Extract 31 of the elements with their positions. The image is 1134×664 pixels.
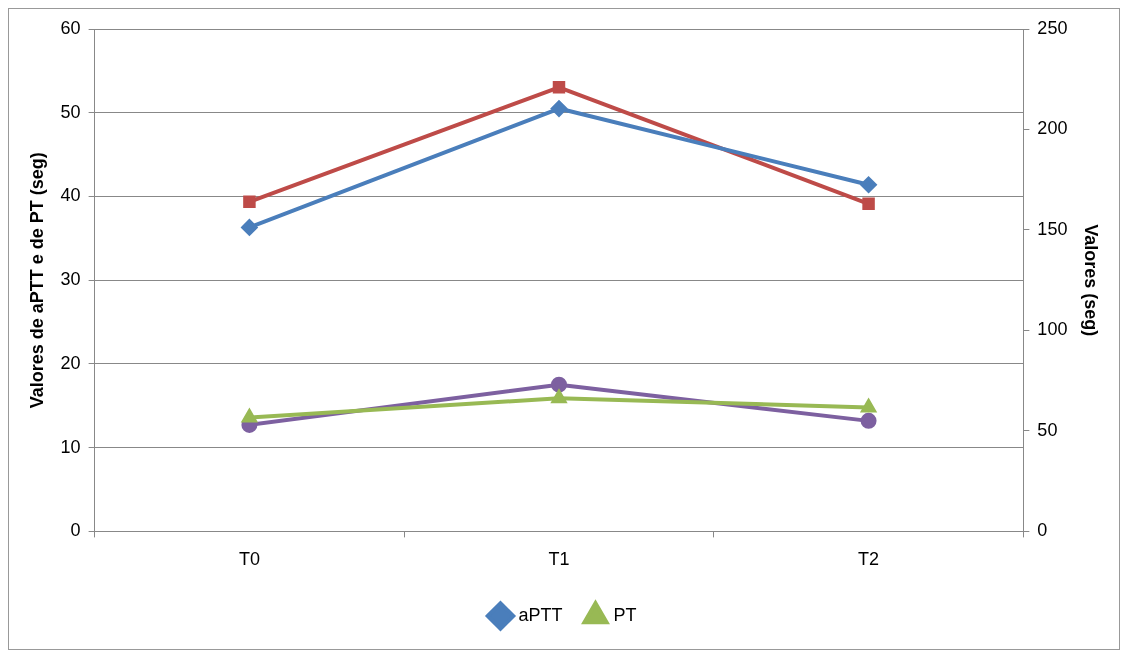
y2-tick-label: 100: [1037, 319, 1068, 340]
x-tick-label: T0: [238, 549, 260, 570]
y2-tick-label: 150: [1037, 218, 1068, 239]
y-tick-label: 30: [60, 269, 81, 290]
point: [240, 407, 258, 423]
point: [241, 219, 258, 236]
x-tick-label: T2: [858, 549, 880, 570]
y2-tick-label: 50: [1037, 419, 1058, 440]
y2-tick-label: 250: [1037, 17, 1068, 38]
point: [862, 197, 875, 211]
legend-label: PT: [613, 604, 637, 625]
y-tick-label: 60: [60, 17, 81, 38]
y2-tick-label: 0: [1037, 520, 1048, 541]
legend-label: aPTT: [518, 604, 563, 625]
x-tick-label: T1: [548, 549, 570, 570]
y-tick-label: 50: [60, 101, 81, 122]
y2-tick-label: 200: [1037, 118, 1068, 139]
y-tick-label: 10: [60, 436, 81, 457]
point: [551, 100, 567, 117]
y2-axis-title: Valores (seg): [1081, 224, 1102, 337]
point: [551, 390, 567, 404]
point: [551, 376, 567, 393]
point: [860, 412, 877, 429]
y-tick-label: 20: [60, 352, 81, 373]
y-tick-label: 40: [60, 185, 81, 206]
point: [861, 399, 876, 413]
point: [860, 176, 877, 193]
y-tick-label: 0: [70, 520, 81, 541]
point: [243, 195, 256, 209]
y-axis-title: Valores de aPTT e de PT (seg): [26, 152, 47, 409]
point: [552, 81, 566, 94]
